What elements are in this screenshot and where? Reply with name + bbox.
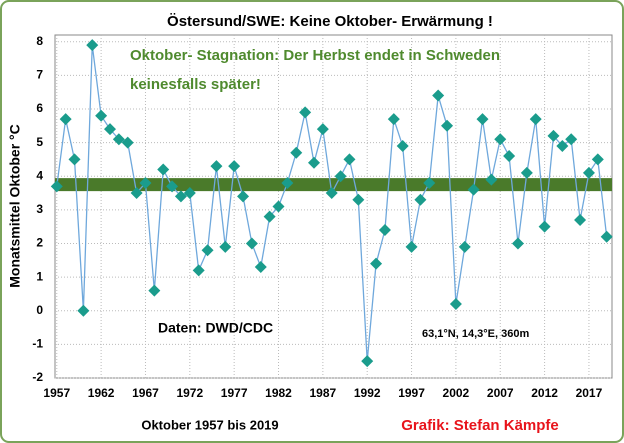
data-marker <box>263 210 276 223</box>
data-marker <box>86 39 99 52</box>
data-marker <box>449 298 462 311</box>
data-marker <box>423 176 436 189</box>
data-marker <box>290 146 303 159</box>
y-tick-label: 5 <box>36 135 43 149</box>
data-marker <box>352 193 365 206</box>
data-marker <box>556 139 569 152</box>
data-marker <box>201 244 214 257</box>
data-marker <box>130 187 143 200</box>
data-marker <box>520 166 533 179</box>
data-marker <box>458 240 471 253</box>
y-tick-label: 4 <box>36 168 43 182</box>
y-tick-label: 6 <box>36 101 43 115</box>
data-marker <box>600 230 613 243</box>
data-marker <box>307 156 320 169</box>
y-tick-label: -2 <box>32 370 43 384</box>
data-marker <box>121 136 134 149</box>
x-axis-label: Oktober 1957 bis 2019 <box>141 417 278 432</box>
data-marker <box>272 200 285 213</box>
data-marker <box>547 129 560 142</box>
data-marker <box>219 240 232 253</box>
data-marker <box>574 213 587 226</box>
data-marker <box>148 284 161 297</box>
y-tick-label: -1 <box>32 337 43 351</box>
data-marker <box>476 113 489 126</box>
data-marker <box>281 176 294 189</box>
x-tick-label: 1982 <box>265 386 292 400</box>
data-marker <box>254 261 267 274</box>
data-marker <box>139 176 152 189</box>
x-tick-label: 1987 <box>310 386 337 400</box>
data-marker <box>95 109 108 122</box>
y-axis-label: Monatsmittel Oktober °C <box>7 124 23 288</box>
data-marker <box>77 304 90 317</box>
data-marker <box>467 183 480 196</box>
x-tick-label: 1977 <box>221 386 248 400</box>
y-tick-label: 2 <box>36 236 43 250</box>
data-marker <box>166 180 179 193</box>
x-tick-label: 1957 <box>43 386 70 400</box>
data-marker <box>343 153 356 166</box>
data-marker <box>565 133 578 146</box>
data-marker <box>316 123 329 136</box>
x-tick-label: 1972 <box>176 386 203 400</box>
data-marker <box>405 240 418 253</box>
data-marker <box>299 106 312 119</box>
data-marker <box>174 190 187 203</box>
y-tick-label: 1 <box>36 269 43 283</box>
x-tick-label: 1997 <box>398 386 425 400</box>
x-tick-label: 1962 <box>88 386 115 400</box>
y-tick-label: 7 <box>36 68 43 82</box>
x-tick-label: 2017 <box>576 386 603 400</box>
data-marker <box>432 89 445 102</box>
data-marker <box>59 113 72 126</box>
x-tick-label: 2012 <box>531 386 558 400</box>
credit: Grafik: Stefan Kämpfe <box>401 417 559 434</box>
data-marker <box>183 187 196 200</box>
data-marker <box>103 123 116 136</box>
data-marker <box>387 113 400 126</box>
data-marker <box>396 139 409 152</box>
annotation: Oktober- Stagnation: Der Herbst endet in… <box>130 47 500 64</box>
data-marker <box>192 264 205 277</box>
data-marker <box>582 166 595 179</box>
data-marker <box>112 133 125 146</box>
data-marker <box>538 220 551 233</box>
y-tick-label: 3 <box>36 202 43 216</box>
data-marker <box>334 170 347 183</box>
x-tick-label: 2007 <box>487 386 514 400</box>
annotation: keinesfalls später! <box>130 76 261 93</box>
location-note: 63,1°N, 14,3°E, 360m <box>422 328 529 340</box>
data-marker <box>414 193 427 206</box>
data-marker <box>494 133 507 146</box>
data-marker <box>370 257 383 270</box>
data-marker <box>378 224 391 237</box>
y-tick-label: 0 <box>36 303 43 317</box>
data-marker <box>503 150 516 163</box>
data-marker <box>325 187 338 200</box>
y-tick-label: 8 <box>36 34 43 48</box>
x-tick-label: 1967 <box>132 386 159 400</box>
data-marker <box>68 153 81 166</box>
data-marker <box>485 173 498 186</box>
data-marker <box>361 355 374 368</box>
data-marker <box>511 237 524 250</box>
x-tick-label: 1992 <box>354 386 381 400</box>
data-marker <box>245 237 258 250</box>
data-marker <box>228 160 241 173</box>
data-marker <box>210 160 223 173</box>
data-marker <box>591 153 604 166</box>
data-marker <box>50 180 63 193</box>
chart-title: Östersund/SWE: Keine Oktober- Erwärmung … <box>167 13 493 30</box>
data-marker <box>237 190 250 203</box>
data-marker <box>529 113 542 126</box>
data-marker <box>441 119 454 132</box>
data-marker <box>157 163 170 176</box>
x-tick-label: 2002 <box>443 386 470 400</box>
source-note: Daten: DWD/CDC <box>158 320 273 336</box>
